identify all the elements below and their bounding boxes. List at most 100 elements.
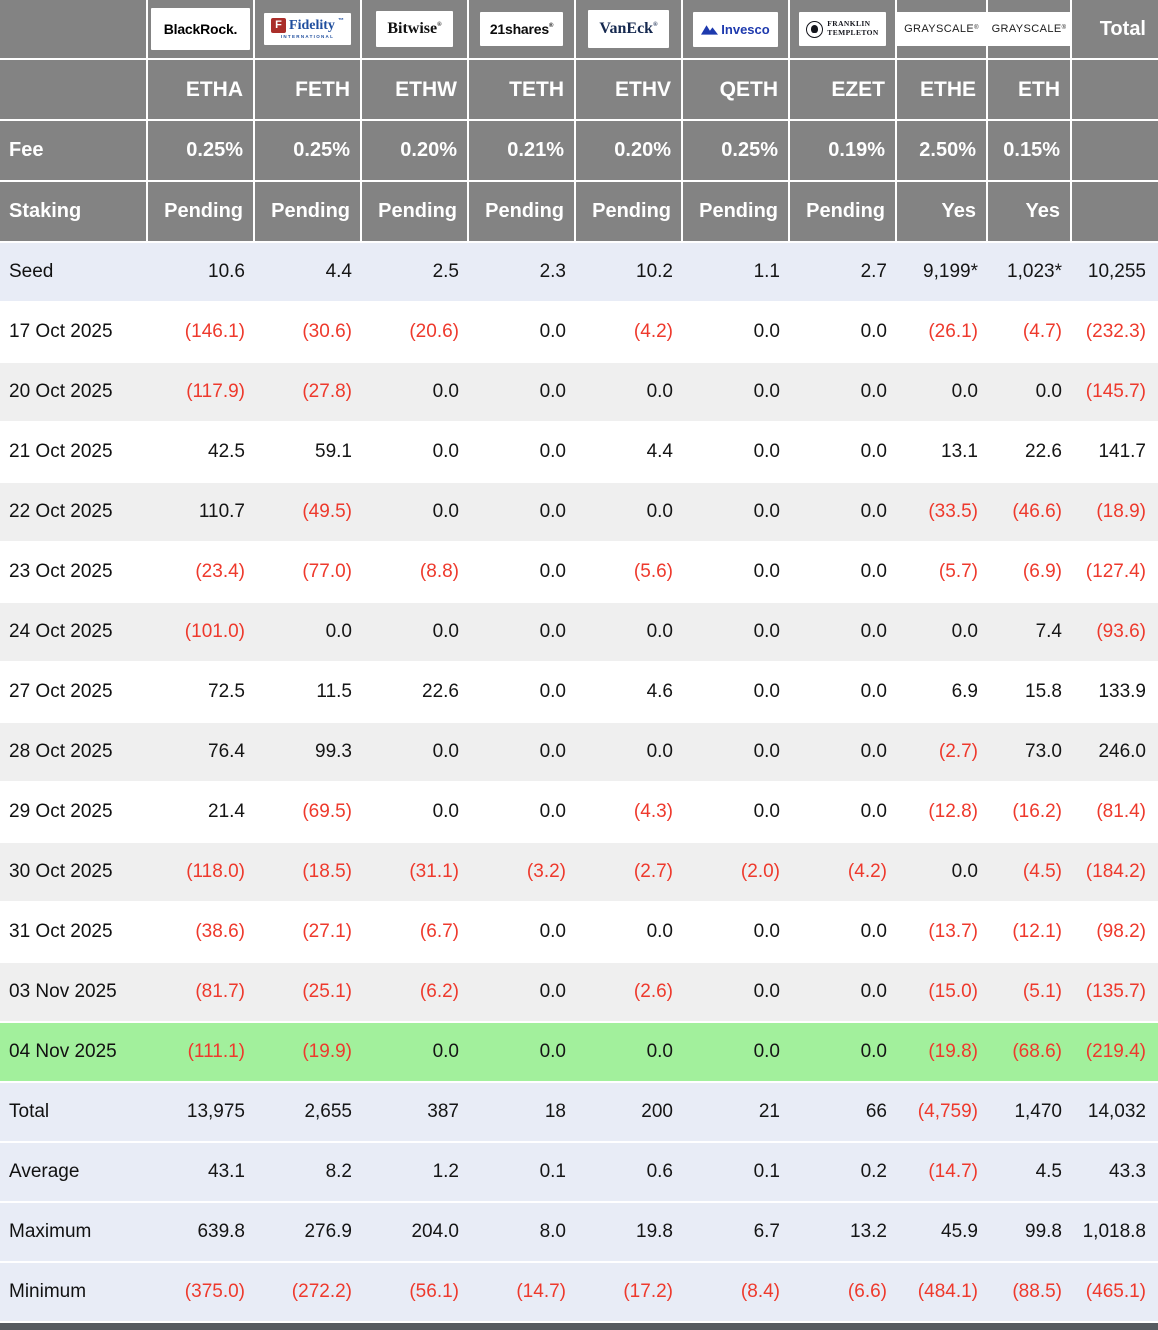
value-cell: 76.4	[208, 741, 245, 762]
fee-row-label: Fee	[0, 121, 148, 180]
ticker-row-label	[0, 60, 148, 119]
value-cell: (5.7)	[938, 561, 978, 582]
value-cell: (8.8)	[419, 561, 459, 582]
logo-vaneck-icon: VanEck ®	[588, 10, 669, 48]
value-cell: 72.5	[208, 681, 245, 702]
fee-etha: 0.25%	[148, 121, 255, 180]
value-cell: (8.4)	[740, 1281, 780, 1302]
header-ticker-row: ETHA FETH ETHW TETH ETHV QETH EZET ETHE ETH	[0, 60, 1158, 121]
value-cell: (4,759)	[917, 1101, 978, 1122]
value-cell: (30.6)	[302, 321, 352, 342]
ticker-ethv: ETHV	[576, 60, 683, 119]
value-cell: (101.0)	[184, 621, 245, 642]
logo-bitwise-icon: Bitwise ®	[376, 11, 453, 47]
total-column-header: Total	[1099, 17, 1146, 40]
value-cell: 0.0	[753, 801, 780, 822]
value-cell: 59.1	[315, 441, 352, 462]
value-cell: 2.7	[860, 261, 887, 282]
logo-blackrock-icon: BlackRock.	[150, 8, 251, 50]
value-cell: (6.9)	[1022, 561, 1062, 582]
value-cell: 2,655	[304, 1101, 352, 1122]
ticker-ezet: EZET	[790, 60, 897, 119]
row-label: 22 Oct 2025	[9, 501, 113, 522]
value-cell: (145.7)	[1085, 381, 1146, 402]
value-cell: 0.0	[539, 981, 566, 1002]
table-row-23-oct-2025: 23 Oct 2025 (23.4) (77.0) (8.8) 0.0 (5.6) 0.0 0…	[0, 543, 1158, 603]
fee-eth: 0.15%	[988, 121, 1072, 180]
value-cell: 99.8	[1025, 1221, 1062, 1242]
value-cell: 0.0	[539, 321, 566, 342]
corner-cell	[0, 0, 148, 58]
value-cell: (93.6)	[1096, 621, 1146, 642]
value-cell: (98.2)	[1096, 921, 1146, 942]
value-cell: 387	[427, 1101, 459, 1122]
row-label: 23 Oct 2025	[9, 561, 113, 582]
value-cell: 4.5	[1035, 1161, 1062, 1182]
logo-shares21-icon: 21shares ®	[479, 12, 564, 46]
table-row-minimum: Minimum (375.0) (272.2) (56.1) (14.7) (17.2) (…	[0, 1263, 1158, 1323]
row-label: 03 Nov 2025	[9, 981, 117, 1002]
row-label: Maximum	[9, 1221, 92, 1242]
value-cell: 11.5	[316, 681, 352, 702]
value-cell: 0.0	[860, 561, 887, 582]
value-cell: (38.6)	[195, 921, 245, 942]
row-label: Minimum	[9, 1281, 87, 1302]
value-cell: (111.1)	[187, 1041, 245, 1062]
value-cell: (484.1)	[917, 1281, 978, 1302]
value-cell: (2.0)	[740, 861, 780, 882]
value-cell: (5.6)	[633, 561, 673, 582]
value-cell: (2.7)	[633, 861, 673, 882]
value-cell: 0.0	[860, 501, 887, 522]
value-cell: (16.2)	[1012, 801, 1062, 822]
logo-grayscale-icon: GRAYSCALE ®	[897, 12, 986, 46]
logo-fidelity-icon: F Fidelity ™ INTERNATIONAL	[264, 13, 351, 45]
value-cell: (81.4)	[1096, 801, 1146, 822]
table-row-30-oct-2025: 30 Oct 2025 (118.0) (18.5) (31.1) (3.2) (2.7)…	[0, 843, 1158, 903]
value-cell: 200	[641, 1101, 673, 1122]
value-cell: 0.0	[432, 381, 459, 402]
row-label: 21 Oct 2025	[9, 441, 113, 462]
value-cell: 141.7	[1098, 441, 1146, 462]
value-cell: 2.5	[432, 261, 459, 282]
value-cell: 0.0	[860, 441, 887, 462]
logo-grayscale-icon: GRAYSCALE ®	[988, 12, 1070, 46]
issuer-cell-eth: GRAYSCALE ®	[988, 0, 1072, 58]
value-cell: 10,255	[1087, 261, 1146, 282]
value-cell: 0.0	[860, 801, 887, 822]
staking-ethe: Yes	[897, 182, 988, 241]
value-cell: 43.1	[208, 1161, 245, 1182]
fee-qeth: 0.25%	[683, 121, 790, 180]
value-cell: (31.1)	[409, 861, 459, 882]
value-cell: (69.5)	[302, 801, 352, 822]
value-cell: 0.0	[951, 381, 978, 402]
logo-franklin-icon: FRANKLIN TEMPLETON	[799, 12, 886, 46]
value-cell: (17.2)	[623, 1281, 673, 1302]
row-label: Seed	[9, 261, 54, 282]
value-cell: 0.0	[646, 1041, 673, 1062]
table-row-maximum: Maximum 639.8 276.9 204.0 8.0 19.8 6.7 13.2 45.9…	[0, 1203, 1158, 1263]
ticker-ethe: ETHE	[897, 60, 988, 119]
table-row-04-nov-2025: 04 Nov 2025 (111.1) (19.9) 0.0 0.0 0.0 0.0 0.0 (…	[0, 1023, 1158, 1083]
value-cell: 0.0	[646, 381, 673, 402]
row-label: 31 Oct 2025	[9, 921, 113, 942]
value-cell: 0.0	[539, 741, 566, 762]
value-cell: (33.5)	[928, 501, 978, 522]
value-cell: 0.1	[539, 1161, 566, 1182]
value-cell: 4.4	[325, 261, 352, 282]
ticker-ethw: ETHW	[362, 60, 469, 119]
value-cell: (27.1)	[302, 921, 352, 942]
staking-total-spacer	[1072, 182, 1158, 241]
table-row-total: Total 13,975 2,655 387 18 200 21 66 (4,759) 1,470…	[0, 1083, 1158, 1143]
issuer-cell-ezet: FRANKLIN TEMPLETON	[790, 0, 897, 58]
value-cell: 1,023*	[1007, 261, 1062, 282]
row-label: 24 Oct 2025	[9, 621, 113, 642]
value-cell: 13.1	[941, 441, 978, 462]
staking-eth: Yes	[988, 182, 1072, 241]
value-cell: 0.0	[753, 441, 780, 462]
value-cell: 22.6	[1025, 441, 1062, 462]
value-cell: (4.3)	[633, 801, 673, 822]
value-cell: (6.6)	[847, 1281, 887, 1302]
value-cell: (88.5)	[1012, 1281, 1062, 1302]
table-row-29-oct-2025: 29 Oct 2025 21.4 (69.5) 0.0 0.0 (4.3) 0.0 0.0 (1…	[0, 783, 1158, 843]
value-cell: 99.3	[315, 741, 352, 762]
